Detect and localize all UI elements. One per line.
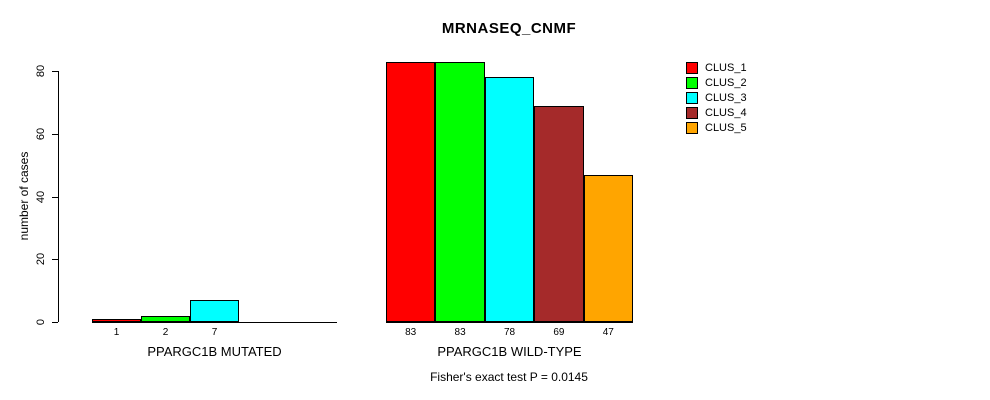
legend-swatch-icon [686, 122, 698, 134]
legend-label: CLUS_2 [705, 77, 747, 89]
bar-value-label: 47 [602, 327, 614, 338]
bar-value-label: 83 [405, 327, 417, 338]
legend-label: CLUS_1 [705, 62, 747, 74]
bar-value-label: 2 [162, 327, 169, 338]
legend-swatch-icon [686, 107, 698, 119]
legend-swatch-icon [686, 77, 698, 89]
bar-value-label: 78 [503, 327, 516, 338]
group-label-wild-type: PPARGC1B WILD-TYPE [437, 344, 582, 359]
y-tick-mark [52, 134, 58, 135]
bar-value-label: 1 [113, 327, 120, 338]
y-tick-label: 0 [35, 318, 47, 326]
legend-row: CLUS_1 [686, 62, 747, 74]
legend-row: CLUS_3 [686, 92, 747, 104]
legend-row: CLUS_2 [686, 77, 747, 89]
bar-group-wild-type [386, 62, 633, 323]
legend-label: CLUS_5 [705, 122, 747, 134]
bar-value-label: 7 [211, 327, 218, 338]
y-tick-label: 60 [35, 127, 47, 141]
bar-clus_5 [584, 175, 633, 322]
bar-clus_3 [485, 77, 534, 322]
bar-clus_1 [92, 319, 141, 322]
legend-label: CLUS_4 [705, 107, 747, 119]
fisher-test-annotation: Fisher's exact test P = 0.0145 [430, 370, 588, 384]
bar-value-label: 83 [454, 327, 466, 338]
legend-label: CLUS_3 [705, 92, 747, 104]
legend-row: CLUS_5 [686, 122, 747, 134]
y-tick-label: 40 [35, 190, 47, 204]
group-label-mutated: PPARGC1B MUTATED [147, 344, 282, 359]
chart-title: MRNASEQ_CNMF [441, 20, 577, 37]
bar-clus_4 [534, 106, 584, 322]
y-tick-mark [52, 197, 58, 198]
bar-clus_3 [190, 300, 239, 322]
bar-clus_2 [435, 62, 485, 322]
legend-row: CLUS_4 [686, 107, 747, 119]
y-tick-label: 80 [35, 64, 47, 78]
y-tick-mark [52, 71, 58, 72]
bar-clus_1 [386, 62, 435, 322]
y-axis-line [58, 71, 59, 322]
legend-swatch-icon [686, 92, 698, 104]
bar-clus_2 [141, 316, 190, 322]
bar-value-label: 69 [553, 327, 565, 338]
y-axis-title: number of cases [17, 151, 31, 241]
y-tick-mark [52, 259, 58, 260]
bar-group-mutated [92, 71, 337, 323]
legend: CLUS_1 CLUS_2 CLUS_3 CLUS_4 CLUS_5 [686, 62, 747, 134]
y-tick-label: 20 [35, 252, 47, 266]
legend-swatch-icon [686, 62, 698, 74]
y-tick-mark [52, 322, 58, 323]
